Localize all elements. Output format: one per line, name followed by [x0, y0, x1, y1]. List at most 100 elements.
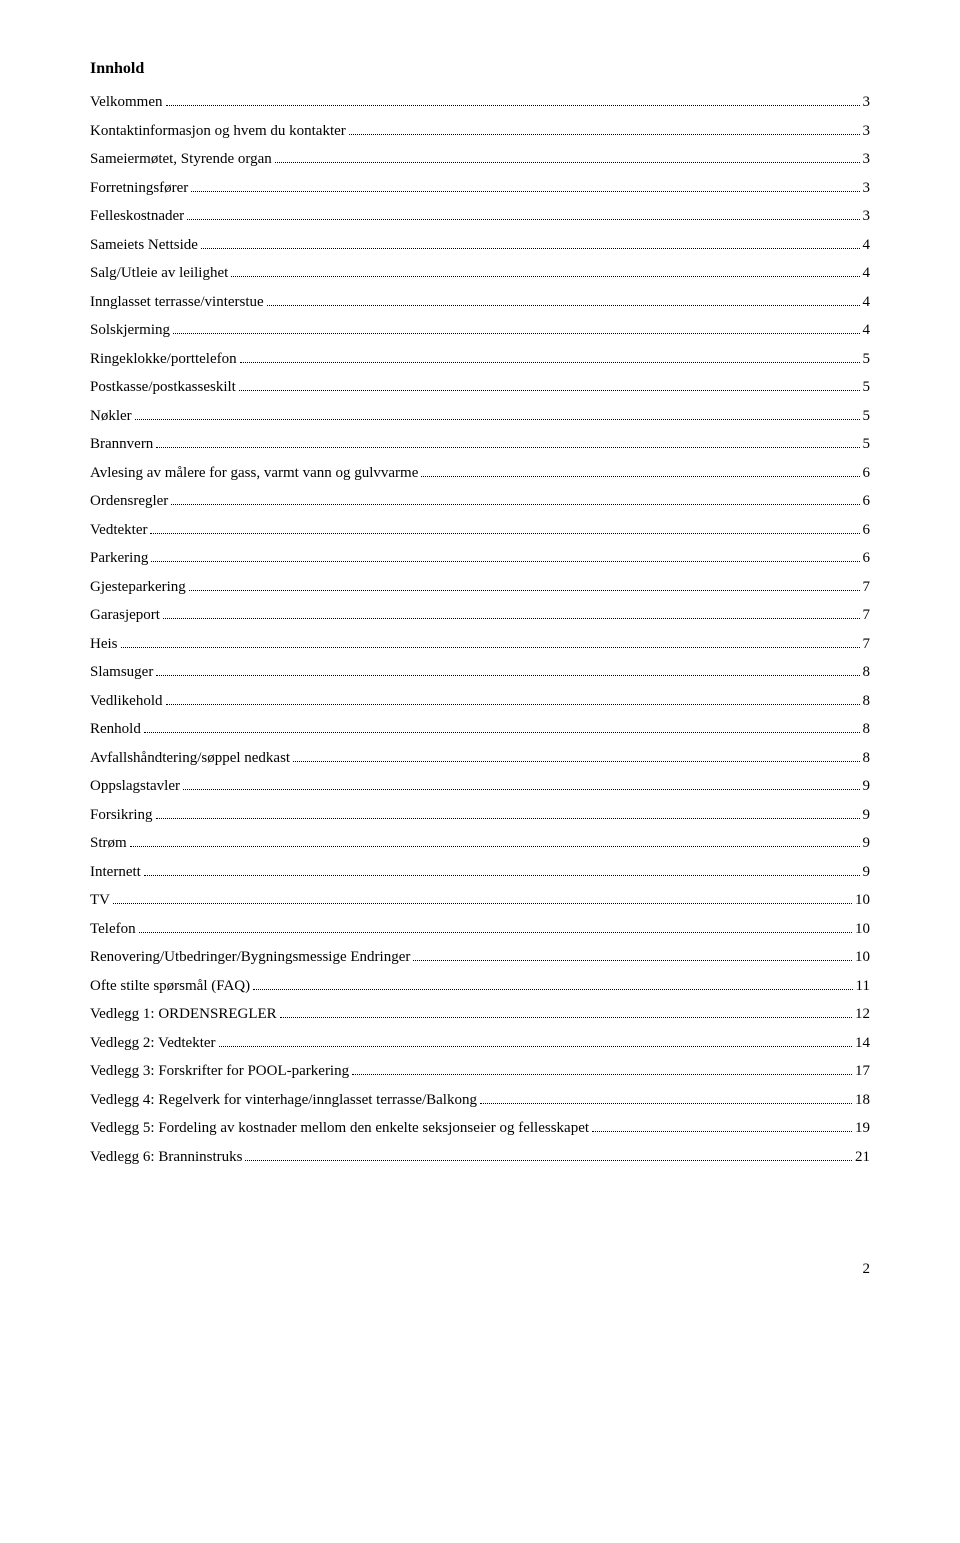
toc-item: Vedlegg 1: ORDENSREGLER12: [90, 1000, 870, 1029]
toc-item-label: Gjesteparkering: [90, 573, 186, 602]
toc-item-label: Garasjeport: [90, 601, 160, 630]
toc-item: Heis7: [90, 630, 870, 659]
toc-leader-dots: [130, 846, 860, 847]
toc-item-label: Nøkler: [90, 402, 132, 431]
toc-leader-dots: [592, 1131, 852, 1132]
toc-item-label: Vedtekter: [90, 516, 147, 545]
toc-item-page: 10: [855, 943, 870, 972]
toc-leader-dots: [293, 761, 859, 762]
toc-item: Avlesing av målere for gass, varmt vann …: [90, 459, 870, 488]
toc-item-page: 6: [863, 516, 871, 545]
toc-item: Solskjerming4: [90, 316, 870, 345]
toc-item: Telefon10: [90, 915, 870, 944]
toc-leader-dots: [139, 932, 852, 933]
toc-item: Forretningsfører3: [90, 174, 870, 203]
toc-item-page: 8: [863, 687, 871, 716]
toc-item-page: 4: [863, 288, 871, 317]
toc-item-label: Internett: [90, 858, 141, 887]
toc-item-label: Vedlegg 6: Branninstruks: [90, 1143, 242, 1172]
toc-leader-dots: [231, 276, 859, 277]
toc-item-label: Telefon: [90, 915, 136, 944]
toc-leader-dots: [144, 732, 860, 733]
toc-item-page: 8: [863, 744, 871, 773]
toc-item-label: Postkasse/postkasseskilt: [90, 373, 236, 402]
toc-leader-dots: [166, 105, 860, 106]
toc-item-label: Heis: [90, 630, 118, 659]
toc-leader-dots: [240, 362, 860, 363]
toc-leader-dots: [245, 1160, 852, 1161]
toc-heading: Innhold: [90, 60, 870, 78]
toc-item-page: 3: [863, 88, 871, 117]
toc-item-label: Ordensregler: [90, 487, 168, 516]
toc-item-page: 7: [863, 573, 871, 602]
toc-item-page: 14: [855, 1029, 870, 1058]
toc-item-page: 12: [855, 1000, 870, 1029]
toc-item-page: 9: [863, 801, 871, 830]
toc-item-page: 3: [863, 145, 871, 174]
toc-item-page: 21: [855, 1143, 870, 1172]
toc-item-label: TV: [90, 886, 110, 915]
toc-leader-dots: [171, 504, 859, 505]
toc-item-label: Vedlegg 3: Forskrifter for POOL-parkerin…: [90, 1057, 349, 1086]
toc-item-page: 9: [863, 858, 871, 887]
toc-leader-dots: [163, 618, 860, 619]
toc-item-page: 7: [863, 601, 871, 630]
toc-item: Oppslagstavler 9: [90, 772, 870, 801]
toc-item-label: Oppslagstavler: [90, 772, 180, 801]
toc-item: Vedlegg 2: Vedtekter14: [90, 1029, 870, 1058]
toc-leader-dots: [352, 1074, 852, 1075]
toc-item-label: Sameiermøtet, Styrende organ: [90, 145, 272, 174]
toc-leader-dots: [173, 333, 859, 334]
toc-item-page: 6: [863, 544, 871, 573]
toc-item: Ofte stilte spørsmål (FAQ) 11: [90, 972, 870, 1001]
toc-item: Vedlegg 4: Regelverk for vinterhage/inng…: [90, 1086, 870, 1115]
toc-item: Sameiermøtet, Styrende organ 3: [90, 145, 870, 174]
toc-item-label: Salg/Utleie av leilighet: [90, 259, 228, 288]
toc-item-page: 19: [855, 1114, 870, 1143]
toc-item-page: 8: [863, 658, 871, 687]
toc-leader-dots: [480, 1103, 852, 1104]
toc-item-page: 5: [863, 373, 871, 402]
toc-leader-dots: [156, 818, 860, 819]
toc-item: Renovering/Utbedringer/Bygningsmessige E…: [90, 943, 870, 972]
toc-item-page: 4: [863, 259, 871, 288]
toc-item: TV 10: [90, 886, 870, 915]
toc-leader-dots: [113, 903, 852, 904]
toc-item-label: Vedlikehold: [90, 687, 163, 716]
toc-item-page: 11: [856, 972, 870, 1001]
toc-item-page: 9: [863, 829, 871, 858]
toc-leader-dots: [413, 960, 852, 961]
toc-item-label: Vedlegg 4: Regelverk for vinterhage/inng…: [90, 1086, 477, 1115]
toc-item: Sameiets Nettside 4: [90, 231, 870, 260]
toc-leader-dots: [150, 533, 859, 534]
toc-item-page: 3: [863, 117, 871, 146]
toc-item: Vedlegg 6: Branninstruks 21: [90, 1143, 870, 1172]
toc-item-page: 18: [855, 1086, 870, 1115]
toc-item: Velkommen3: [90, 88, 870, 117]
toc-item-page: 9: [863, 772, 871, 801]
toc-leader-dots: [219, 1046, 852, 1047]
toc-item-label: Brannvern: [90, 430, 153, 459]
toc-item-label: Forsikring: [90, 801, 153, 830]
toc-item-page: 4: [863, 231, 871, 260]
toc-item-page: 10: [855, 886, 870, 915]
toc-item: Avfallshåndtering/søppel nedkast8: [90, 744, 870, 773]
toc-leader-dots: [151, 561, 859, 562]
toc-item: Nøkler5: [90, 402, 870, 431]
toc-item-label: Parkering: [90, 544, 148, 573]
toc-item-label: Avlesing av målere for gass, varmt vann …: [90, 459, 418, 488]
toc-leader-dots: [421, 476, 859, 477]
toc-item: Salg/Utleie av leilighet 4: [90, 259, 870, 288]
toc-item-label: Ofte stilte spørsmål (FAQ): [90, 972, 250, 1001]
toc-leader-dots: [267, 305, 860, 306]
toc-item-label: Slamsuger: [90, 658, 153, 687]
toc-item: Postkasse/postkasseskilt 5: [90, 373, 870, 402]
toc-item-label: Sameiets Nettside: [90, 231, 198, 260]
toc-item: Renhold8: [90, 715, 870, 744]
toc-item-label: Renhold: [90, 715, 141, 744]
toc-item: Vedlegg 5: Fordeling av kostnader mellom…: [90, 1114, 870, 1143]
toc-leader-dots: [183, 789, 860, 790]
toc-leader-dots: [349, 134, 860, 135]
toc-leader-dots: [189, 590, 860, 591]
toc-item: Forsikring 9: [90, 801, 870, 830]
